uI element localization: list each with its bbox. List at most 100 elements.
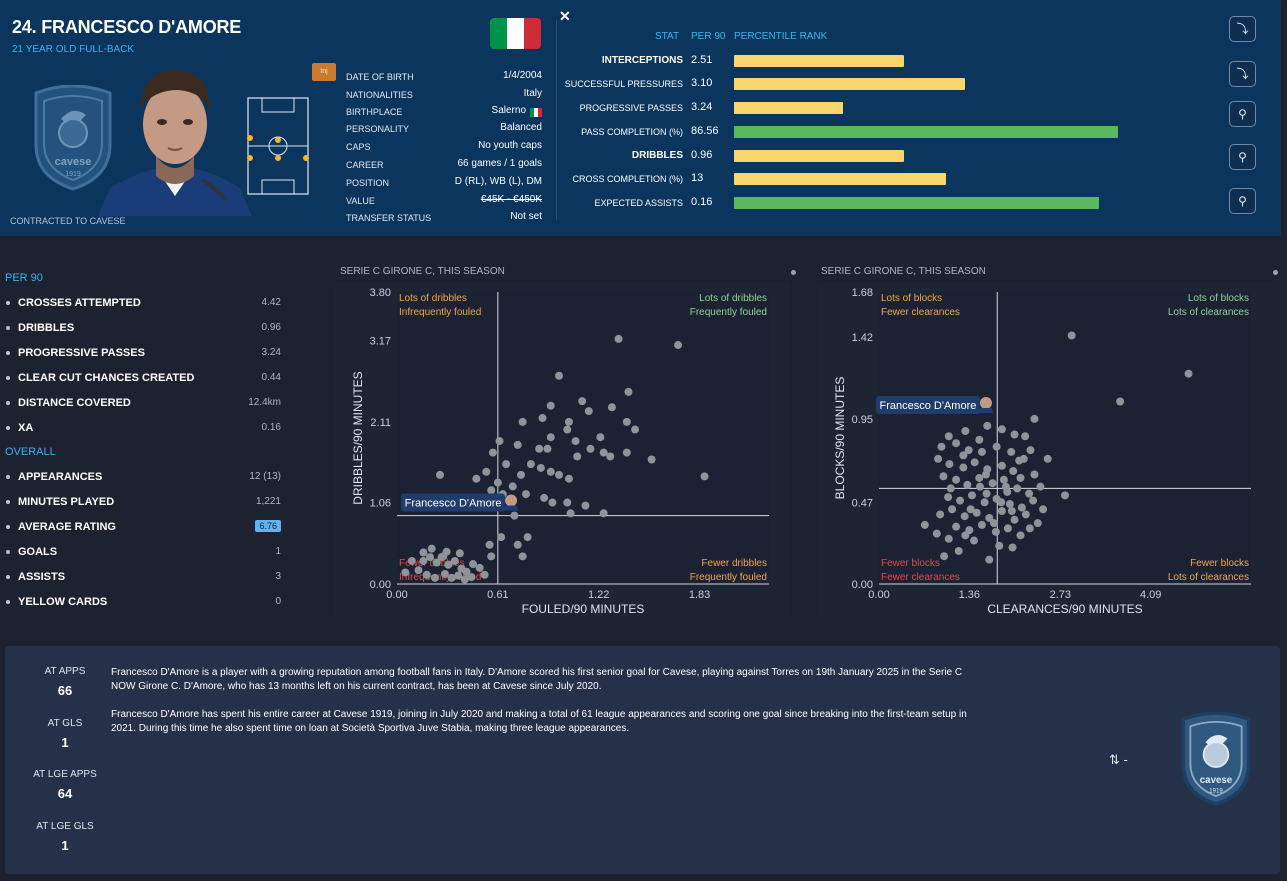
role-button-slide-icon[interactable]: ⤵ <box>1229 61 1256 87</box>
highlight-player[interactable]: Francesco D'Amore <box>875 395 993 414</box>
scatter-point[interactable] <box>952 522 961 531</box>
scatter-point[interactable] <box>674 341 683 350</box>
scatter-point[interactable] <box>622 417 631 426</box>
scatter-point[interactable] <box>939 472 948 481</box>
scatter-point[interactable] <box>944 432 953 441</box>
scatter-point[interactable] <box>944 534 953 543</box>
scatter-point[interactable] <box>450 556 459 565</box>
scatter-point[interactable] <box>538 414 547 423</box>
scatter-point[interactable] <box>535 444 544 453</box>
scatter-point[interactable] <box>564 417 573 426</box>
scatter-point[interactable] <box>563 425 572 434</box>
scatter-point[interactable] <box>513 440 522 449</box>
scatter-point[interactable] <box>999 475 1008 484</box>
scatter-point[interactable] <box>985 555 994 564</box>
club-badge-icon[interactable]: cavese 1919 <box>30 85 116 191</box>
scatter-point[interactable] <box>431 573 440 582</box>
scatter-point[interactable] <box>518 552 527 561</box>
stat-list-row[interactable]: CROSSES ATTEMPTED 4.42 <box>5 295 295 313</box>
scatter-point[interactable] <box>546 401 555 410</box>
stat-row[interactable]: PASS COMPLETION (%) 86.56 <box>570 122 1130 142</box>
stat-column-header[interactable]: STAT <box>655 31 680 42</box>
scatter-point[interactable] <box>1017 503 1026 512</box>
scatter-point[interactable] <box>546 433 555 442</box>
scatter-point[interactable] <box>1010 515 1019 524</box>
scatter-point[interactable] <box>555 371 564 380</box>
close-icon[interactable]: ✕ <box>559 8 571 24</box>
scatter-point[interactable] <box>970 458 979 467</box>
scatter-point[interactable] <box>540 493 549 502</box>
scatter-point[interactable] <box>964 446 973 455</box>
scatter-point[interactable] <box>599 448 608 457</box>
scatter-point[interactable] <box>422 570 431 579</box>
scatter-point[interactable] <box>564 474 573 483</box>
scatter-point[interactable] <box>606 452 615 461</box>
scatter-point[interactable] <box>480 570 489 579</box>
scatter-point[interactable] <box>523 533 532 542</box>
scatter-point[interactable] <box>518 417 527 426</box>
scatter-point[interactable] <box>614 334 623 343</box>
stat-list-row[interactable]: AVERAGE RATING 6.76 <box>5 519 295 537</box>
scatter-point[interactable] <box>948 505 957 514</box>
scatter-point[interactable] <box>462 567 471 576</box>
info-value[interactable]: Salerno <box>491 105 526 116</box>
scatter-point[interactable] <box>440 570 449 579</box>
scatter-point[interactable] <box>1021 432 1030 441</box>
scatter-point[interactable] <box>985 513 994 522</box>
injury-tag[interactable]: Inj <box>312 63 336 81</box>
scatter-point[interactable] <box>932 529 941 538</box>
scatter-point[interactable] <box>513 540 522 549</box>
scatter-point[interactable] <box>521 490 530 499</box>
percentile-column-header[interactable]: PERCENTILE RANK <box>734 31 828 42</box>
scatter-point[interactable] <box>1007 507 1016 515</box>
scatter-point[interactable] <box>426 553 435 562</box>
scatter-point[interactable] <box>566 509 575 518</box>
scatter-point[interactable] <box>997 425 1006 434</box>
scatter-point[interactable] <box>571 437 580 446</box>
scatter-point[interactable] <box>991 527 1000 536</box>
highlight-player[interactable]: Francesco D'Amore <box>401 493 519 512</box>
scatter-point[interactable] <box>700 472 709 481</box>
stat-list-row[interactable]: XA 0.16 <box>5 420 295 438</box>
scatter-point[interactable] <box>1033 519 1042 528</box>
scatter-point[interactable] <box>548 498 557 507</box>
stat-list-row[interactable]: ASSISTS 3 <box>5 569 295 587</box>
scatter-point[interactable] <box>944 493 953 502</box>
scatter-point[interactable] <box>1003 487 1012 496</box>
scatter-point[interactable] <box>543 444 552 453</box>
scatter-point[interactable] <box>414 566 423 575</box>
scatter-point[interactable] <box>988 479 997 488</box>
scatter-point[interactable] <box>599 509 608 518</box>
scatter-point[interactable] <box>1007 447 1016 456</box>
scatter-point[interactable] <box>536 463 545 472</box>
scatter-point[interactable] <box>975 435 984 444</box>
scatter-point[interactable] <box>467 573 476 582</box>
scatter-point[interactable] <box>992 442 1001 451</box>
scatter-point[interactable] <box>508 482 517 491</box>
scatter-point[interactable] <box>624 387 633 396</box>
scatter-point[interactable] <box>1021 510 1030 519</box>
stat-row[interactable]: DRIBBLES 0.96 <box>570 146 1130 166</box>
scatter-point[interactable] <box>968 491 976 500</box>
scatter-point[interactable] <box>952 475 961 484</box>
stat-list-row[interactable]: MINUTES PLAYED 1,221 <box>5 494 295 512</box>
scatter-point[interactable] <box>497 533 506 542</box>
scatter-point[interactable] <box>946 484 955 493</box>
player-name[interactable]: 24. FRANCESCO D'AMORE <box>12 17 242 37</box>
scatter-point[interactable] <box>475 563 484 572</box>
scatter-point[interactable] <box>563 498 572 507</box>
scatter-point[interactable] <box>647 455 656 464</box>
role-button-run-icon[interactable]: ⚲ <box>1229 101 1256 127</box>
stat-row[interactable]: SUCCESSFUL PRESSURES 3.10 <box>565 74 1130 94</box>
scatter-point[interactable] <box>997 507 1006 515</box>
scatter-point[interactable] <box>596 433 605 442</box>
scatter-point[interactable] <box>1026 446 1035 455</box>
scatter-point[interactable] <box>954 546 963 555</box>
scatter-point[interactable] <box>959 451 968 460</box>
scatter-point[interactable] <box>419 556 428 565</box>
scatter-point[interactable] <box>952 439 961 448</box>
scatter-point[interactable] <box>966 505 975 514</box>
scatter-point[interactable] <box>982 489 991 498</box>
scatter-point[interactable] <box>472 474 481 483</box>
stat-list-row[interactable]: CLEAR CUT CHANCES CREATED 0.44 <box>5 370 295 388</box>
